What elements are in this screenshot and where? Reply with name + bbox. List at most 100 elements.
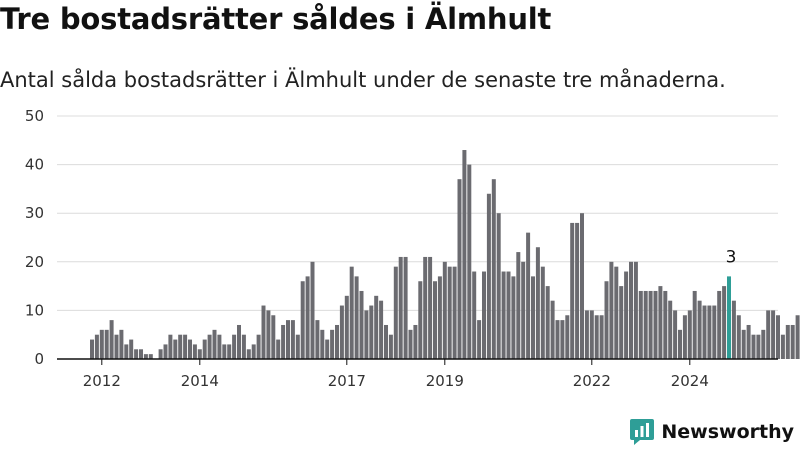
chart-subtitle: Antal sålda bostadsrätter i Älmhult unde… — [0, 68, 726, 92]
bar — [104, 329, 109, 359]
bar — [501, 271, 506, 359]
bar — [467, 164, 472, 359]
bar — [614, 266, 619, 359]
bar — [433, 281, 437, 359]
bar — [315, 320, 320, 359]
bar — [388, 334, 393, 359]
bar — [237, 324, 241, 359]
bar — [330, 329, 335, 359]
bar — [354, 276, 359, 359]
bar — [771, 310, 776, 359]
x-tick-label: 2024 — [671, 372, 709, 390]
bar — [124, 344, 129, 359]
bar — [673, 310, 678, 359]
bar — [761, 329, 766, 359]
bar — [428, 256, 433, 359]
bar — [90, 339, 94, 359]
bar — [286, 320, 290, 359]
bar — [398, 256, 403, 359]
bar — [413, 324, 418, 359]
bar — [261, 305, 266, 359]
bar — [702, 305, 707, 359]
bar — [364, 310, 369, 359]
bar — [320, 329, 325, 359]
bar — [281, 324, 286, 359]
bar — [624, 271, 629, 359]
bar — [526, 232, 531, 359]
bar — [506, 271, 511, 359]
bar — [418, 281, 423, 359]
bar — [207, 334, 212, 359]
bar — [423, 256, 428, 359]
bar — [114, 334, 119, 359]
bar — [496, 213, 501, 359]
bar — [359, 290, 364, 359]
bar — [335, 324, 339, 359]
bar — [780, 334, 785, 359]
bar — [486, 193, 491, 359]
bar — [535, 247, 540, 359]
bar — [746, 324, 751, 359]
bar — [570, 222, 575, 359]
bar — [717, 290, 722, 359]
bar — [663, 290, 668, 359]
y-tick-label: 10 — [25, 301, 44, 319]
bar — [629, 261, 633, 359]
bar — [437, 276, 442, 359]
bar — [692, 290, 697, 359]
bar — [697, 300, 702, 359]
bar — [682, 315, 687, 359]
bar — [393, 266, 398, 359]
bar — [555, 320, 560, 359]
bar — [168, 334, 173, 359]
bar — [766, 310, 771, 359]
bar — [232, 334, 237, 359]
bar — [197, 349, 202, 359]
bar — [462, 150, 467, 359]
bar — [403, 256, 408, 359]
highlight-bar — [727, 276, 731, 359]
bar — [678, 329, 682, 359]
bar — [305, 276, 310, 359]
chart-title: Tre bostadsrätter såldes i Älmhult — [0, 2, 552, 36]
bar — [300, 281, 305, 359]
bar — [447, 266, 452, 359]
x-tick-label: 2022 — [573, 372, 611, 390]
y-tick-label: 20 — [25, 253, 44, 271]
bar — [408, 329, 413, 359]
y-tick-label: 0 — [34, 350, 44, 368]
bar — [609, 261, 614, 359]
bar — [648, 290, 653, 359]
bar — [756, 334, 761, 359]
bar — [633, 261, 638, 359]
bar — [452, 266, 457, 359]
bar — [560, 320, 565, 359]
bar — [339, 305, 344, 359]
bar — [251, 344, 256, 359]
bar — [246, 349, 251, 359]
bar — [575, 222, 580, 359]
bar — [119, 329, 124, 359]
bar — [369, 305, 374, 359]
x-tick-label: 2017 — [328, 372, 366, 390]
bar — [668, 300, 673, 359]
bar — [183, 334, 188, 359]
bar — [521, 261, 526, 359]
bar — [384, 324, 388, 359]
bar — [109, 320, 114, 359]
newsworthy-chart-icon — [630, 419, 655, 445]
bar — [516, 252, 521, 359]
highlight-data-label: 3 — [726, 247, 737, 267]
bar — [511, 276, 516, 359]
bar — [580, 213, 584, 359]
bar — [482, 271, 486, 359]
bar — [310, 261, 315, 359]
bar — [531, 276, 535, 359]
bar — [290, 320, 295, 359]
bar — [584, 310, 589, 359]
bar — [349, 266, 354, 359]
bar — [173, 339, 178, 359]
bar — [491, 179, 496, 359]
bar — [139, 349, 143, 359]
